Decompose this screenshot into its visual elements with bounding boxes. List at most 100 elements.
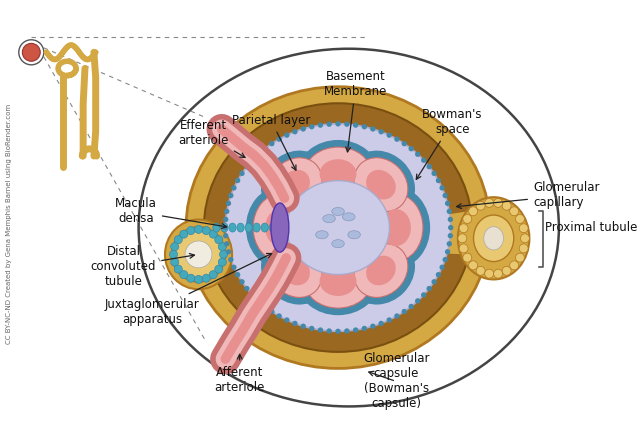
Ellipse shape	[231, 265, 237, 270]
Ellipse shape	[387, 317, 392, 323]
Ellipse shape	[180, 271, 188, 279]
Ellipse shape	[326, 121, 332, 127]
Ellipse shape	[185, 241, 212, 268]
Ellipse shape	[476, 267, 485, 276]
Ellipse shape	[459, 224, 468, 233]
Ellipse shape	[394, 137, 399, 142]
Circle shape	[19, 40, 44, 65]
Text: Bowman's
space: Bowman's space	[416, 108, 483, 179]
Ellipse shape	[223, 217, 228, 222]
Ellipse shape	[353, 122, 358, 128]
Ellipse shape	[246, 187, 314, 268]
Ellipse shape	[309, 326, 314, 331]
Ellipse shape	[493, 269, 502, 278]
Ellipse shape	[239, 279, 244, 284]
Ellipse shape	[447, 217, 453, 222]
Ellipse shape	[215, 236, 223, 244]
Ellipse shape	[447, 209, 452, 214]
Ellipse shape	[298, 247, 379, 315]
Ellipse shape	[335, 329, 340, 334]
Ellipse shape	[463, 253, 472, 262]
Ellipse shape	[463, 215, 472, 224]
Ellipse shape	[271, 203, 289, 252]
Ellipse shape	[476, 201, 485, 210]
Ellipse shape	[319, 159, 356, 189]
Ellipse shape	[370, 126, 376, 132]
Ellipse shape	[268, 244, 322, 297]
Ellipse shape	[370, 323, 376, 329]
Ellipse shape	[342, 213, 355, 221]
Ellipse shape	[204, 103, 472, 352]
Ellipse shape	[436, 178, 441, 183]
Text: Juxtaglomerular
apparatus: Juxtaglomerular apparatus	[105, 254, 271, 326]
Ellipse shape	[408, 146, 414, 151]
Ellipse shape	[484, 269, 493, 278]
Ellipse shape	[354, 158, 408, 211]
Ellipse shape	[317, 327, 323, 333]
Ellipse shape	[309, 124, 314, 129]
Ellipse shape	[474, 215, 514, 262]
Ellipse shape	[509, 207, 518, 216]
Ellipse shape	[362, 187, 430, 268]
Ellipse shape	[253, 223, 260, 232]
Ellipse shape	[284, 133, 289, 138]
Circle shape	[22, 43, 40, 61]
Ellipse shape	[484, 227, 504, 250]
Ellipse shape	[421, 292, 426, 297]
Ellipse shape	[284, 317, 289, 323]
Ellipse shape	[269, 223, 276, 232]
Ellipse shape	[239, 171, 244, 176]
Ellipse shape	[332, 240, 344, 248]
Ellipse shape	[335, 121, 340, 126]
Ellipse shape	[426, 164, 432, 169]
Ellipse shape	[171, 243, 179, 251]
Ellipse shape	[442, 193, 448, 198]
Ellipse shape	[224, 241, 229, 246]
Ellipse shape	[448, 225, 453, 230]
Ellipse shape	[366, 170, 396, 199]
Ellipse shape	[515, 215, 524, 224]
Ellipse shape	[378, 129, 384, 134]
Ellipse shape	[218, 258, 227, 266]
Ellipse shape	[458, 234, 467, 243]
Ellipse shape	[431, 279, 436, 284]
Ellipse shape	[292, 321, 298, 326]
Ellipse shape	[415, 151, 420, 157]
Ellipse shape	[502, 201, 511, 210]
Ellipse shape	[235, 272, 240, 277]
Ellipse shape	[347, 151, 415, 219]
Ellipse shape	[332, 207, 344, 215]
Ellipse shape	[225, 124, 451, 332]
Ellipse shape	[369, 194, 423, 261]
Ellipse shape	[326, 328, 332, 334]
Ellipse shape	[244, 286, 250, 291]
Ellipse shape	[458, 197, 529, 280]
Text: Distal
convoluted
tubule: Distal convoluted tubule	[91, 246, 195, 289]
Ellipse shape	[165, 220, 232, 289]
Ellipse shape	[231, 185, 237, 190]
Ellipse shape	[228, 257, 234, 263]
Ellipse shape	[215, 265, 223, 273]
Ellipse shape	[378, 321, 384, 326]
Ellipse shape	[348, 231, 360, 239]
Ellipse shape	[174, 265, 182, 273]
Ellipse shape	[186, 87, 490, 368]
Ellipse shape	[305, 254, 372, 308]
Ellipse shape	[387, 133, 392, 138]
Ellipse shape	[244, 164, 250, 169]
Ellipse shape	[298, 140, 379, 208]
Ellipse shape	[195, 276, 202, 284]
Ellipse shape	[223, 233, 228, 238]
Ellipse shape	[493, 198, 502, 207]
Ellipse shape	[468, 207, 477, 216]
Ellipse shape	[268, 158, 322, 211]
Ellipse shape	[447, 241, 452, 246]
Ellipse shape	[394, 313, 399, 319]
Ellipse shape	[170, 250, 177, 258]
Ellipse shape	[319, 267, 356, 296]
Ellipse shape	[519, 224, 528, 233]
Text: Afferent
arteriole: Afferent arteriole	[214, 354, 265, 394]
Ellipse shape	[323, 215, 335, 223]
Ellipse shape	[262, 304, 268, 309]
Ellipse shape	[401, 309, 407, 314]
